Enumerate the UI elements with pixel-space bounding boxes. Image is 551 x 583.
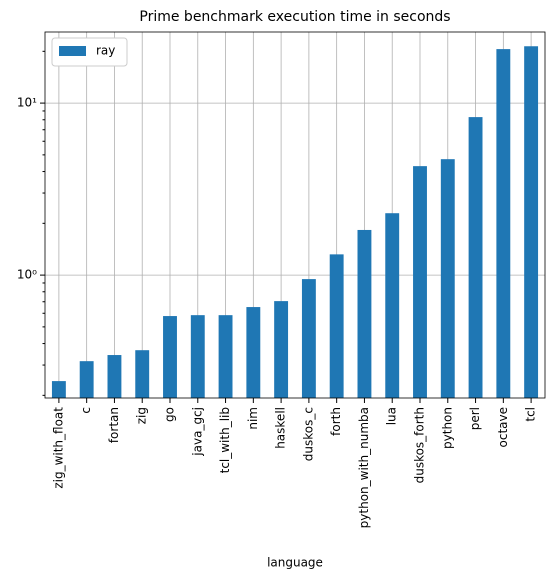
- bar: [524, 46, 539, 398]
- bar: [190, 315, 205, 398]
- bar: [107, 355, 122, 398]
- legend-box: [51, 37, 128, 67]
- x-tick-label: nim: [246, 407, 260, 430]
- bar: [135, 350, 150, 398]
- legend-swatch: [59, 46, 86, 56]
- x-tick-label: tcl_with_lib: [218, 407, 232, 473]
- x-tick-label: forth: [329, 407, 343, 436]
- x-tick-label: zig_with_float: [51, 407, 65, 489]
- bar: [440, 159, 455, 398]
- y-tick-label: 10⁰: [17, 268, 37, 282]
- x-tick-label: perl: [468, 407, 482, 430]
- x-tick-label: duskos_forth: [413, 407, 427, 483]
- bar: [163, 316, 177, 398]
- x-tick-label: zig: [135, 407, 149, 424]
- legend-label: ray: [96, 44, 115, 58]
- x-tick-label: tcl: [524, 407, 538, 422]
- x-tick-label: go: [163, 407, 177, 422]
- bar: [329, 254, 344, 398]
- x-tick-label: python: [440, 407, 454, 449]
- x-tick-label: octave: [496, 407, 510, 447]
- x-tick-label: haskell: [274, 407, 288, 449]
- bar: [301, 279, 316, 398]
- bar: [468, 117, 483, 399]
- x-tick-label: c: [79, 407, 93, 414]
- x-tick-label: fortan: [107, 407, 121, 443]
- bar: [413, 166, 427, 398]
- bar: [218, 315, 233, 398]
- bar: [385, 213, 400, 398]
- x-tick-label: python_with_numba: [357, 407, 371, 528]
- bar: [246, 307, 261, 398]
- x-axis-label: language: [267, 556, 323, 570]
- bar: [79, 361, 94, 398]
- plot-frame: [44, 31, 546, 399]
- x-tick-label: duskos_c: [301, 407, 315, 461]
- bar: [51, 381, 66, 398]
- x-tick-label: lua: [385, 407, 399, 425]
- x-tick-label: java_gcj: [190, 407, 204, 457]
- bar: [496, 49, 511, 398]
- bar: [274, 301, 289, 398]
- chart-title: Prime benchmark execution time in second…: [139, 9, 450, 25]
- y-tick-label: 10¹: [17, 96, 37, 110]
- bar: [357, 229, 372, 398]
